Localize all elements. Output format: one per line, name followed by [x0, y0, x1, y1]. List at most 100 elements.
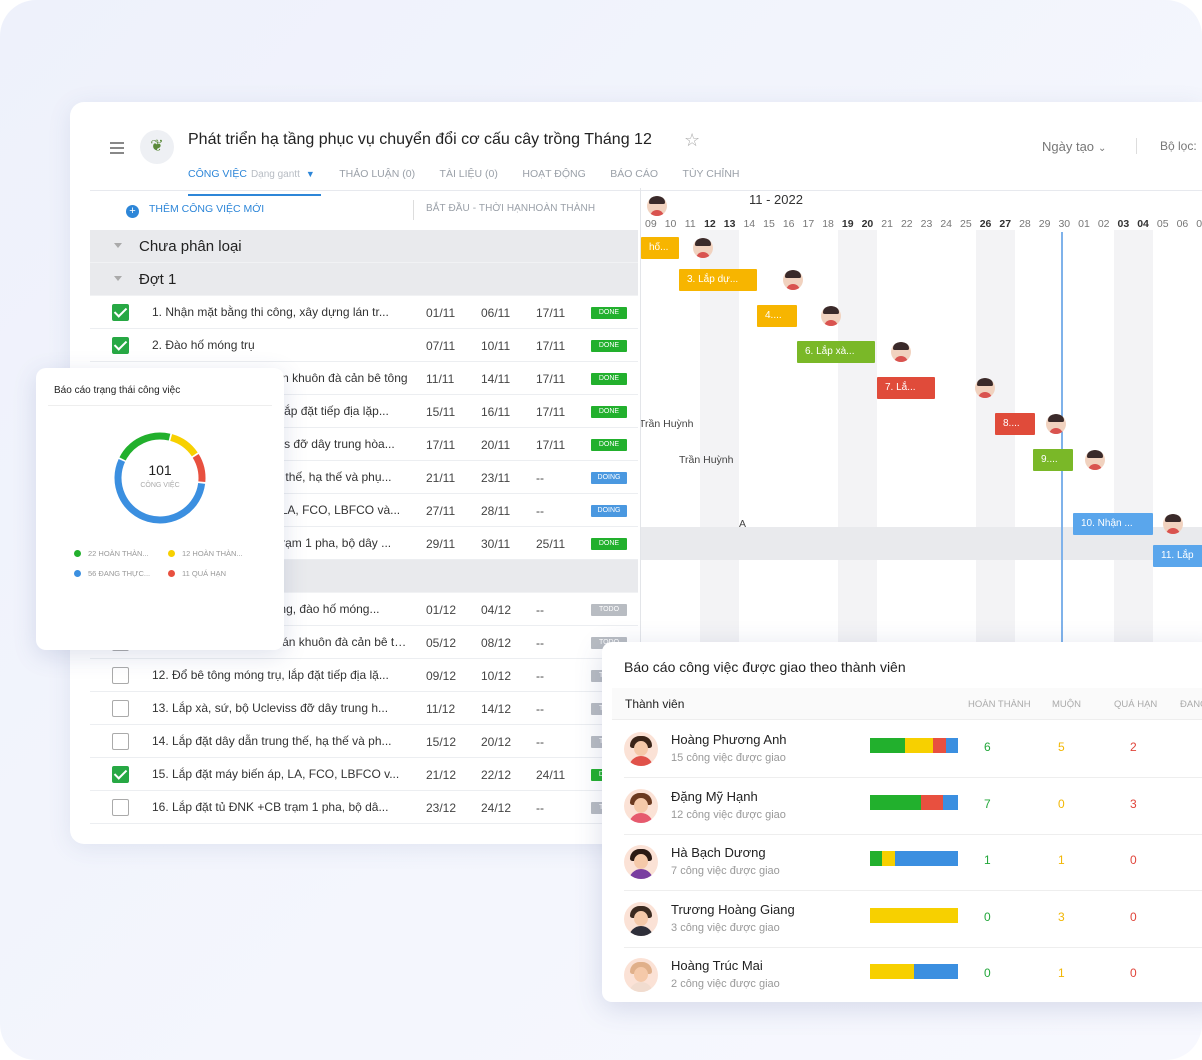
gantt-day-label: 12	[704, 218, 716, 230]
completed-date: --	[536, 801, 544, 815]
tab-label: CÔNG VIỆC	[188, 168, 247, 180]
sort-dropdown[interactable]: Ngày tạo ⌄	[1042, 139, 1106, 154]
task-name[interactable]: 1. Nhận mặt bằng thi công, xây dựng lán …	[152, 305, 389, 319]
group-header[interactable]: Đợt 1	[90, 263, 638, 296]
table-row[interactable]: 12. Đổ bê tông móng trụ, lắp đặt tiếp đị…	[90, 659, 638, 692]
collapse-icon[interactable]	[114, 243, 122, 248]
caret-down-icon[interactable]: ▼	[305, 169, 315, 179]
status-badge[interactable]: DONE	[591, 439, 627, 451]
collapse-icon[interactable]	[114, 276, 122, 281]
task-checkbox[interactable]	[112, 304, 129, 321]
filter-label[interactable]: Bộ lọc:	[1160, 139, 1197, 153]
table-row[interactable]: 13. Lắp xà, sứ, bộ Ucleviss đỡ dây trung…	[90, 692, 638, 725]
task-name[interactable]: 15. Lắp đặt máy biến áp, LA, FCO, LBFCO …	[152, 767, 400, 781]
member-name[interactable]: Trương Hoàng Giang	[671, 901, 795, 917]
task-checkbox[interactable]	[112, 766, 129, 783]
table-row[interactable]: Hà Bạch Dương 7 công việc được giao 1 1 0	[624, 835, 1202, 891]
legend-dot	[74, 550, 81, 557]
completed-date: --	[536, 471, 544, 485]
table-row[interactable]: 1. Nhận mặt bằng thi công, xây dựng lán …	[90, 296, 638, 329]
gantt-task-bar[interactable]: 6. Lắp xà...	[797, 341, 875, 363]
status-badge[interactable]: DONE	[591, 538, 627, 550]
table-row[interactable]: 15. Lắp đặt máy biến áp, LA, FCO, LBFCO …	[90, 758, 638, 791]
gantt-day-label: 10	[664, 218, 677, 230]
gantt-task-bar[interactable]: 11. Lắp	[1153, 545, 1202, 567]
gantt-month-label: 11 - 2022	[749, 192, 803, 207]
table-row[interactable]: Đặng Mỹ Hạnh 12 công việc được giao 7 0 3	[624, 779, 1202, 835]
gantt-day-label: 14	[743, 218, 756, 230]
progress-segment	[870, 794, 922, 810]
gantt-task-bar[interactable]: hố...	[641, 237, 679, 259]
gantt-task-bar[interactable]: 10. Nhận ...	[1073, 513, 1153, 535]
done-count: 0	[984, 966, 991, 980]
gantt-task-bar[interactable]: 7. Lắ...	[877, 377, 935, 399]
avatar	[624, 788, 658, 823]
completed-date: --	[536, 669, 544, 683]
gantt-task-bar[interactable]: 9....	[1033, 449, 1073, 471]
task-name[interactable]: 12. Đổ bê tông móng trụ, lắp đặt tiếp đị…	[152, 668, 389, 682]
status-badge[interactable]: DOING	[591, 505, 627, 517]
due-date: 16/11	[481, 405, 511, 419]
gantt-day-label: 27	[999, 218, 1012, 230]
table-row[interactable]: Hoàng Phương Anh 15 công việc được giao 6 5…	[624, 722, 1202, 778]
task-name[interactable]: 16. Lắp đặt tủ ĐNK +CB trạm 1 pha, bộ dâ…	[152, 800, 389, 814]
add-task-button[interactable]: + THÊM CÔNG VIỆC MỚI	[126, 203, 264, 218]
tab-documents[interactable]: TÀI LIỆU (0)	[439, 168, 498, 180]
task-name[interactable]: 14. Lắp đặt dây dẫn trung thế, hạ thế và…	[152, 734, 392, 748]
table-row[interactable]: Trương Hoàng Giang 3 công việc được giao 0…	[624, 892, 1202, 948]
legend-dot	[74, 570, 81, 577]
assignee-avatar	[1046, 414, 1066, 434]
menu-icon[interactable]	[110, 142, 124, 154]
status-badge[interactable]: TODO	[591, 604, 627, 616]
gantt-day-label: 22	[900, 218, 913, 230]
task-checkbox[interactable]	[112, 799, 129, 816]
status-badge[interactable]: DONE	[591, 406, 627, 418]
group-header[interactable]: Chưa phân loại	[90, 230, 638, 263]
gantt-task-bar[interactable]: 4....	[757, 305, 797, 327]
task-name[interactable]: 13. Lắp xà, sứ, bộ Ucleviss đỡ dây trung…	[152, 701, 389, 715]
status-donut-chart	[114, 432, 206, 524]
tab-activity[interactable]: HOẠT ĐỘNG	[522, 168, 586, 180]
task-checkbox[interactable]	[112, 337, 129, 354]
progress-segment	[870, 907, 958, 923]
member-progress-bar	[870, 964, 958, 979]
tab-discussion[interactable]: THẢO LUẬN (0)	[339, 168, 416, 180]
gantt-day-label: 21	[881, 218, 893, 230]
count-label: công việc được giao	[686, 752, 786, 764]
task-name[interactable]: 2. Đào hố móng trụ	[152, 338, 255, 352]
gantt-day-label: 26	[979, 218, 992, 230]
gantt-day-label: 15	[763, 218, 775, 230]
gantt-day-label: 19	[841, 218, 854, 230]
table-row[interactable]: 16. Lắp đặt tủ ĐNK +CB trạm 1 pha, bộ dâ…	[90, 791, 638, 824]
start-date: 15/12	[426, 735, 457, 749]
tab-customize[interactable]: TÙY CHỈNH	[682, 168, 740, 180]
card-title: Báo cáo trạng thái công việc	[54, 385, 181, 396]
tab-report[interactable]: BÁO CÁO	[610, 168, 659, 180]
status-badge[interactable]: DONE	[591, 307, 627, 319]
member-name[interactable]: Hoàng Phương Anh	[671, 732, 787, 747]
table-row[interactable]: Hoàng Trúc Mai 2 công việc được giao 0 1 0	[624, 948, 1202, 1002]
legend-item: 12 HOÀN THÀN...	[168, 549, 243, 558]
tab-tasks[interactable]: CÔNG VIỆC Dạng gantt ▼	[188, 166, 321, 196]
task-checkbox[interactable]	[112, 700, 129, 717]
task-checkbox[interactable]	[112, 733, 129, 750]
task-checkbox[interactable]	[112, 667, 129, 684]
member-name[interactable]: Hà Bạch Dương	[671, 845, 766, 860]
status-badge[interactable]: DONE	[591, 340, 627, 352]
table-row[interactable]: 14. Lắp đặt dây dẫn trung thế, hạ thế và…	[90, 725, 638, 758]
overdue-count: 0	[1130, 966, 1137, 980]
start-date: 05/12	[426, 636, 457, 650]
member-name[interactable]: Đặng Mỹ Hạnh	[671, 788, 758, 804]
status-badge[interactable]: DOING	[591, 472, 627, 484]
completed-date: 17/11	[536, 405, 566, 419]
star-icon[interactable]: ☆	[684, 130, 701, 150]
gantt-task-bar[interactable]: 8....	[995, 413, 1035, 435]
status-badge[interactable]: DONE	[591, 373, 627, 385]
table-row[interactable]: 2. Đào hố móng trụ 07/11 10/11 17/11 DONE	[90, 329, 638, 362]
page-title: Phát triển hạ tầng phục vụ chuyển đổi cơ…	[188, 131, 652, 148]
due-date: 08/12	[481, 636, 512, 650]
gantt-task-bar[interactable]: 3. Lắp dự...	[679, 269, 757, 291]
donut-slice	[119, 432, 171, 461]
member-name[interactable]: Hoàng Trúc Mai	[671, 958, 763, 973]
gantt-day-label: 09	[645, 218, 657, 230]
